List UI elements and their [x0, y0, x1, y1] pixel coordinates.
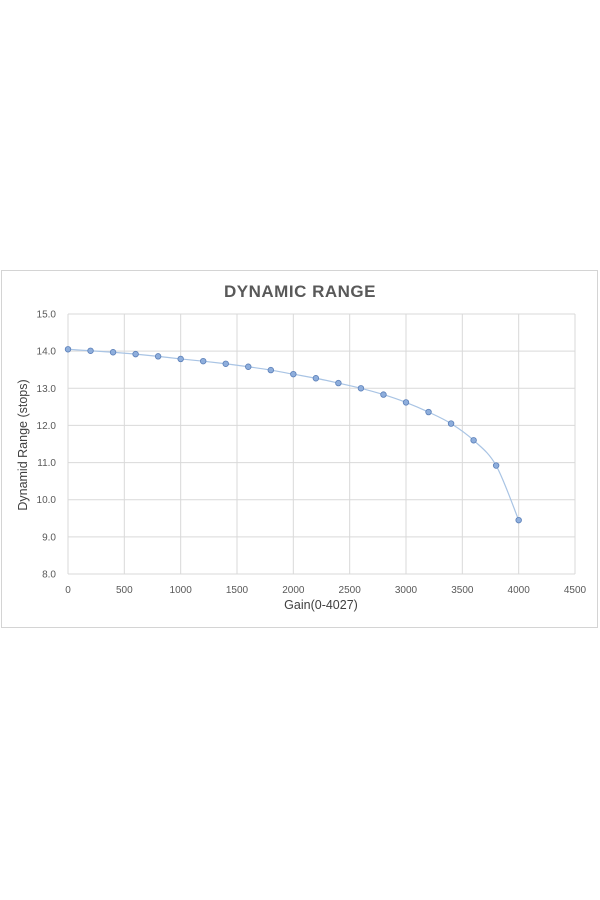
x-tick-label: 0 [65, 585, 71, 596]
x-axis-label: Gain(0-4027) [284, 598, 358, 612]
gridlines [67, 313, 576, 575]
data-point [357, 385, 365, 392]
data-point [425, 408, 432, 416]
y-tick-label: 13.0 [37, 384, 57, 395]
y-axis-label: Dynamid Range (stops) [16, 379, 30, 510]
data-point [267, 366, 274, 374]
x-tick-label: 2000 [282, 585, 305, 596]
data-point [312, 375, 320, 382]
data-point [64, 346, 72, 353]
chart-frame [1, 270, 598, 628]
data-point [109, 349, 117, 356]
x-tick-labels: 0 500 1000 1500 2000 2500 3000 3500 4000 4500 [65, 585, 586, 596]
y-tick-labels: 8.0 9.0 10.0 11.0 12.0 13.0 14.0 15.0 [37, 310, 57, 581]
data-point [380, 391, 387, 398]
x-tick-label: 500 [116, 585, 133, 596]
data-point [447, 420, 455, 427]
data-point [470, 437, 477, 444]
y-tick-label: 9.0 [42, 532, 56, 543]
data-point [132, 350, 139, 358]
y-tick-label: 10.0 [37, 495, 57, 506]
data-point [335, 379, 342, 387]
data-point [154, 353, 162, 360]
data-point [87, 347, 94, 354]
y-tick-label: 14.0 [37, 347, 57, 358]
x-tick-label: 4500 [564, 585, 587, 596]
data-point [515, 516, 522, 524]
data-point [245, 363, 252, 370]
x-tick-label: 2500 [339, 585, 362, 596]
data-point [290, 370, 297, 378]
x-tick-label: 3500 [451, 585, 474, 596]
chart-title: DYNAMIC RANGE [224, 282, 376, 301]
series-markers [64, 346, 522, 524]
x-tick-label: 1000 [170, 585, 193, 596]
data-point [222, 360, 229, 367]
y-tick-label: 12.0 [37, 421, 57, 432]
data-point [177, 355, 184, 363]
data-point [402, 399, 410, 406]
data-point [199, 357, 207, 365]
data-point [492, 462, 500, 469]
x-tick-label: 3000 [395, 585, 418, 596]
x-tick-label: 4000 [508, 585, 531, 596]
y-tick-label: 8.0 [42, 570, 56, 581]
y-tick-label: 11.0 [37, 458, 56, 469]
y-tick-label: 15.0 [37, 310, 57, 321]
x-tick-label: 1500 [226, 585, 249, 596]
